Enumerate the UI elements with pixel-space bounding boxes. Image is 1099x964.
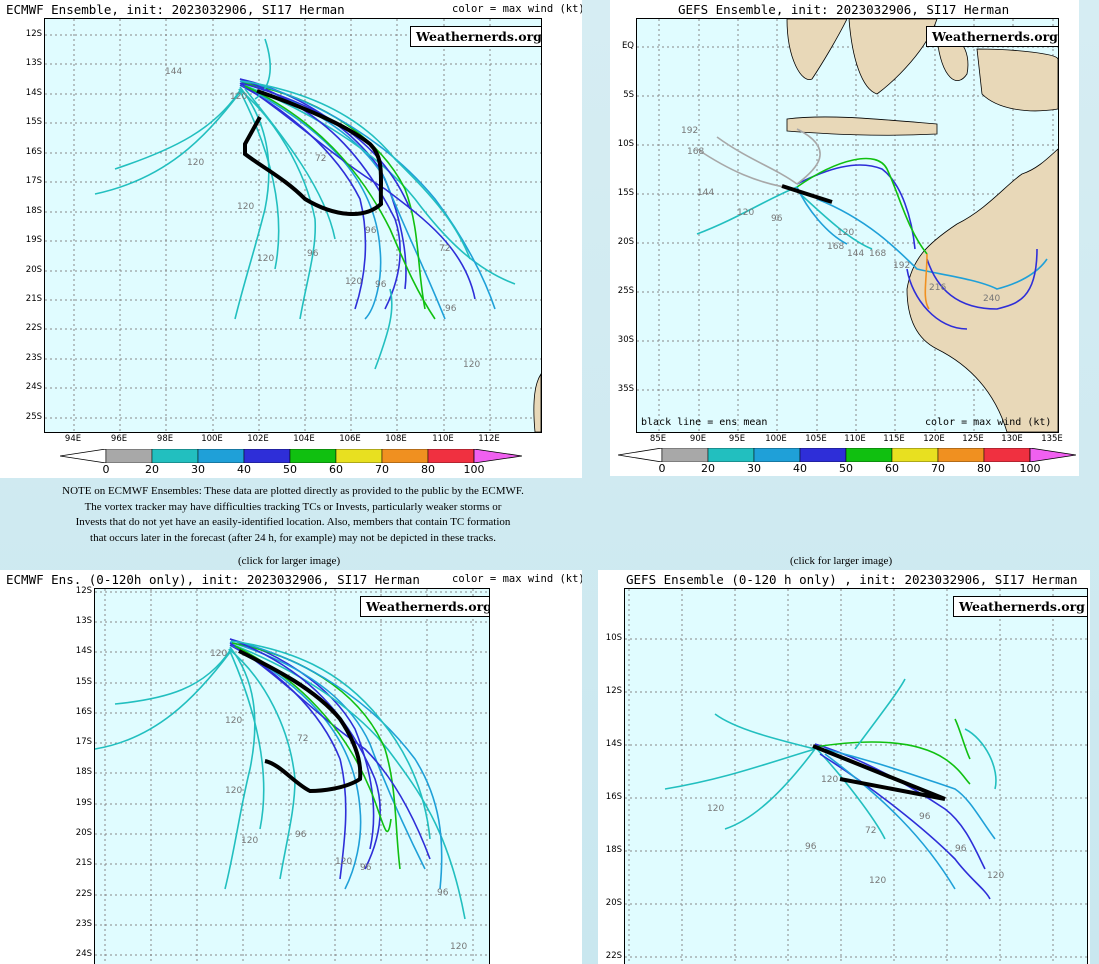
svg-text:120: 120 [707,804,724,814]
wind-colorbar [60,449,522,463]
svg-text:168: 168 [827,242,844,252]
svg-text:120: 120 [837,228,854,238]
color-note: color = max wind (kt) [925,417,1052,428]
svg-text:96: 96 [360,863,372,873]
ensemble-mean-track [243,89,384,216]
map-graphics: 192 168 144 120 96 120 168 144 168 192 2… [637,19,1058,432]
wind-colorbar [618,448,1076,462]
svg-text:216: 216 [929,283,946,293]
svg-text:120: 120 [737,208,754,218]
svg-text:192: 192 [893,261,910,271]
svg-text:168: 168 [869,249,886,259]
ecmwf-120h-panel[interactable]: ECMWF Ens. (0-120h only), init: 20230329… [0,570,582,964]
svg-text:96: 96 [805,842,817,852]
hour-labels: 192 168 144 120 96 120 168 144 168 192 2… [681,126,1000,304]
svg-text:120: 120 [187,158,204,168]
svg-text:96: 96 [771,214,783,224]
svg-text:96: 96 [365,226,377,236]
svg-text:96: 96 [295,830,307,840]
svg-text:120: 120 [987,871,1004,881]
svg-text:144: 144 [847,249,864,259]
svg-text:96: 96 [919,812,931,822]
panel-title: GEFS Ensemble (0-120 h only) , init: 202… [626,572,1078,587]
grid-lines [45,19,541,432]
svg-text:72: 72 [439,244,450,254]
hour-labels: 120 96 120 96 120 72 96 120 [707,775,1004,886]
ensemble-mean-track [812,744,946,801]
gefs-ensemble-panel[interactable]: GEFS Ensemble, init: 2023032906, SI17 He… [610,0,1079,476]
mean-note: black line = ens mean [641,417,768,428]
ensemble-mean-track [238,649,363,794]
ecmwf-ensemble-panel[interactable]: ECMWF Ensemble, init: 2023032906, SI17 H… [0,0,582,478]
map-graphics: 120 96 120 96 120 72 96 120 [625,589,1087,964]
hour-labels: 144 120 120 120 120 96 120 96 72 96 120 … [165,67,480,370]
map-graphics: 144 120 120 120 120 96 120 96 72 96 120 … [45,19,541,432]
svg-text:72: 72 [297,734,308,744]
track-map: 192 168 144 120 96 120 168 144 168 192 2… [636,18,1059,433]
svg-text:120: 120 [463,360,480,370]
color-note: color = max wind (kt) [452,3,582,15]
svg-text:96: 96 [445,304,457,314]
larger-image-link-right[interactable]: (click for larger image) [790,555,893,567]
svg-text:240: 240 [983,294,1000,304]
svg-text:120: 120 [237,202,254,212]
panel-title: ECMWF Ens. (0-120h only), init: 20230329… [6,572,420,587]
gefs-120h-panel[interactable]: GEFS Ensemble (0-120 h only) , init: 202… [598,570,1090,964]
svg-text:120: 120 [869,876,886,886]
panel-title: ECMWF Ensemble, init: 2023032906, SI17 H… [6,2,345,17]
brand-logo: Weathernerds.org [926,26,1058,47]
brand-logo: Weathernerds.org [953,596,1087,617]
brand-logo: Weathernerds.org [360,596,489,617]
larger-image-link-left[interactable]: (click for larger image) [238,555,341,567]
svg-text:144: 144 [697,188,714,198]
land-masses [786,19,1058,432]
panel-title: GEFS Ensemble, init: 2023032906, SI17 He… [678,2,1010,17]
svg-text:96: 96 [955,844,967,854]
svg-text:120: 120 [821,775,838,785]
svg-text:192: 192 [681,126,698,136]
svg-text:120: 120 [241,836,258,846]
svg-text:120: 120 [450,942,467,952]
ensemble-tracks [664,678,997,900]
color-note: color = max wind (kt) [452,573,582,585]
svg-text:120: 120 [257,254,274,264]
svg-text:144: 144 [165,67,182,77]
track-map: 120 96 120 96 120 72 96 120 Weathernerds… [624,588,1088,964]
ecmwf-note: NOTE on ECMWF Ensembles: These data are … [62,485,524,544]
svg-text:120: 120 [230,92,247,102]
svg-text:168: 168 [687,147,704,157]
svg-text:96: 96 [375,280,387,290]
svg-text:120: 120 [335,857,352,867]
svg-text:120: 120 [210,649,227,659]
svg-text:96: 96 [307,249,319,259]
svg-text:120: 120 [225,786,242,796]
grid-lines [625,589,1087,964]
brand-logo: Weathernerds.org [410,26,541,47]
svg-text:96: 96 [437,888,449,898]
track-map: 144 120 120 120 120 96 120 96 72 96 120 … [44,18,542,433]
map-graphics: 120 120 120 120 96 120 72 96 96 120 [95,589,489,964]
svg-text:120: 120 [345,277,362,287]
svg-text:120: 120 [225,716,242,726]
svg-text:72: 72 [315,154,326,164]
svg-text:72: 72 [865,826,876,836]
hour-labels: 120 120 120 120 96 120 72 96 96 120 [210,649,467,952]
track-map: 120 120 120 120 96 120 72 96 96 120 Weat… [94,588,490,964]
